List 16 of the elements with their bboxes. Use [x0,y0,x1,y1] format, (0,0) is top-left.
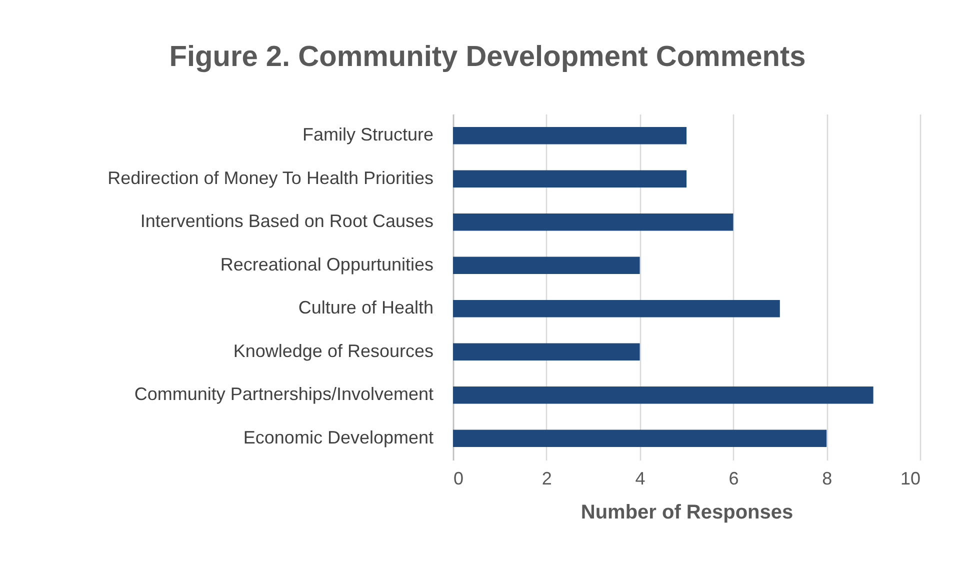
x-axis-title: Number of Responses [580,502,794,524]
x-tick-label: 4 [635,468,646,488]
y-tick-label: Recreational Oppurtunities [220,254,434,274]
x-tick-label: 10 [900,468,920,488]
y-tick-label: Family Structure [302,124,434,145]
y-tick-label: Interventions Based on Root Causes [140,211,434,232]
y-tick-label: Knowledge of Resources [233,340,434,361]
y-tick-label: Economic Development [243,427,434,448]
x-tick-label: 8 [822,468,832,488]
x-tick-label: 2 [542,468,552,488]
x-tick-label: 0 [454,468,464,488]
y-tick-label: Culture of Health [298,298,434,318]
chart-title: Figure 2. Community Development Comments [169,41,806,73]
y-tick-label: Redirection of Money To Health Priorities [108,168,434,188]
x-tick-label: 6 [728,468,739,488]
y-tick-label: Community Partnerships/Involvement [134,384,434,404]
